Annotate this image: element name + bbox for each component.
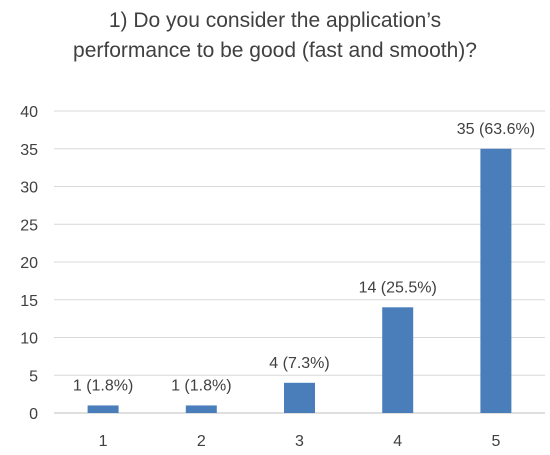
x-axis-categories: 1 2 3 4 5 bbox=[99, 433, 501, 450]
bar-5 bbox=[480, 148, 512, 413]
chart-title-line-2: performance to be good (fast and smooth)… bbox=[73, 39, 477, 62]
y-tick-label: 20 bbox=[20, 255, 38, 272]
bars bbox=[87, 148, 512, 413]
bar-1 bbox=[87, 405, 119, 413]
gridlines bbox=[54, 110, 545, 414]
y-tick-label: 15 bbox=[20, 293, 38, 310]
x-category-label: 3 bbox=[295, 433, 304, 450]
y-tick-label: 10 bbox=[20, 331, 38, 348]
x-category-label: 2 bbox=[197, 433, 206, 450]
y-tick-label: 35 bbox=[20, 142, 38, 159]
data-label-3: 4 (7.3%) bbox=[269, 355, 329, 372]
y-tick-label: 30 bbox=[20, 180, 38, 197]
data-labels: 1 (1.8%) 1 (1.8%) 4 (7.3%) 14 (25.5%) 35 (63… bbox=[73, 121, 535, 395]
bar-3 bbox=[284, 382, 315, 413]
data-label-1: 1 (1.8%) bbox=[73, 377, 133, 394]
chart-title: 1) Do you consider the application’s per… bbox=[0, 6, 550, 66]
x-category-label: 1 bbox=[99, 433, 108, 450]
chart-title-line-1: 1) Do you consider the application’s bbox=[108, 9, 442, 32]
y-axis-ticks: 0 5 10 15 20 25 30 35 40 bbox=[20, 104, 38, 423]
data-label-5: 35 (63.6%) bbox=[457, 121, 535, 138]
data-label-4: 14 (25.5%) bbox=[359, 279, 437, 296]
x-category-label: 4 bbox=[393, 433, 402, 450]
y-tick-label: 0 bbox=[29, 406, 38, 423]
data-label-2: 1 (1.8%) bbox=[171, 377, 231, 394]
y-tick-label: 5 bbox=[29, 368, 38, 385]
y-tick-label: 40 bbox=[20, 104, 38, 121]
y-tick-label: 25 bbox=[20, 217, 38, 234]
bar-2 bbox=[185, 405, 217, 413]
x-category-label: 5 bbox=[491, 433, 500, 450]
bar-4 bbox=[382, 307, 414, 413]
